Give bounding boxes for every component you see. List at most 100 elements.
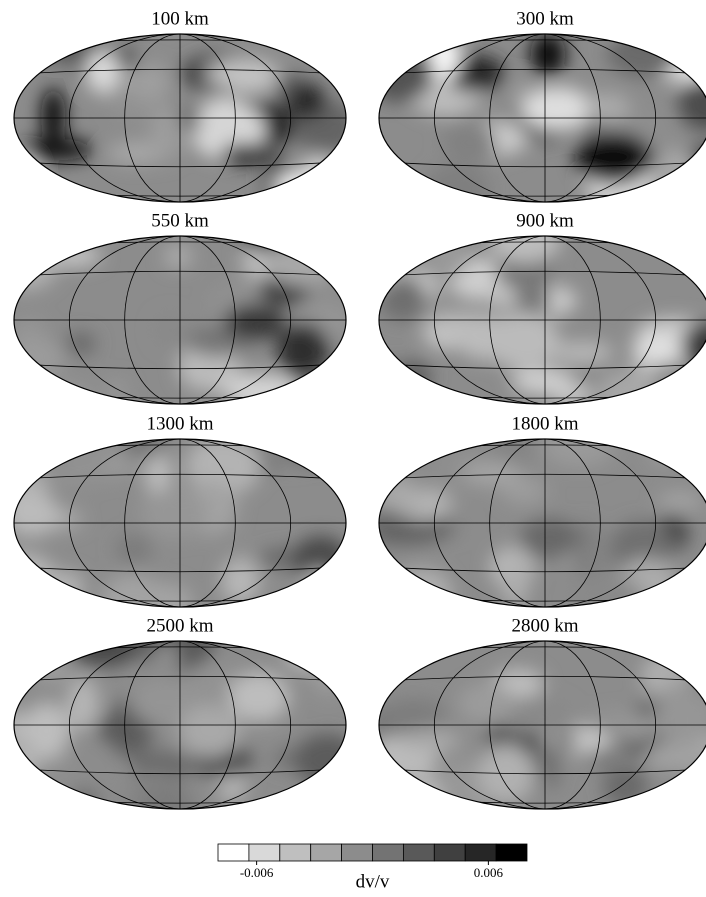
parallel bbox=[14, 768, 346, 775]
panel-title: 1300 km bbox=[146, 413, 213, 434]
map-panel: 2800 km bbox=[378, 615, 706, 810]
anomaly bbox=[606, 34, 682, 78]
colorbar-label: dv/v bbox=[356, 871, 390, 892]
map-field bbox=[14, 34, 346, 202]
anomaly bbox=[252, 439, 329, 467]
anomaly bbox=[575, 132, 653, 184]
anomaly bbox=[379, 698, 447, 730]
anomaly bbox=[276, 322, 329, 378]
colorbar-segment bbox=[248, 843, 281, 862]
anomaly bbox=[530, 34, 566, 77]
anomaly bbox=[14, 155, 39, 202]
parallel bbox=[14, 270, 346, 277]
anomaly bbox=[520, 87, 594, 130]
anomaly bbox=[100, 573, 166, 607]
anomaly bbox=[288, 82, 326, 120]
map-field bbox=[379, 236, 706, 404]
parallel bbox=[379, 161, 706, 168]
map-anomalies bbox=[14, 34, 346, 202]
colorbar-segment bbox=[402, 843, 435, 862]
map-outline bbox=[13, 33, 347, 203]
anomaly bbox=[462, 461, 523, 486]
colorbar-segment bbox=[310, 843, 343, 862]
anomaly bbox=[551, 385, 593, 404]
anomaly bbox=[504, 76, 529, 97]
anomaly bbox=[391, 41, 421, 63]
panel-title: 300 km bbox=[516, 8, 574, 29]
anomaly bbox=[283, 439, 346, 465]
map-outline bbox=[13, 235, 347, 405]
anomaly bbox=[649, 439, 677, 465]
anomaly bbox=[50, 571, 84, 606]
parallel bbox=[14, 675, 346, 682]
map-outline bbox=[378, 640, 706, 810]
colorbar-segment bbox=[341, 843, 373, 862]
anomaly bbox=[41, 87, 66, 145]
panel-title: 900 km bbox=[516, 210, 574, 231]
anomaly bbox=[285, 641, 325, 670]
parallel bbox=[379, 473, 706, 480]
anomaly bbox=[224, 304, 288, 340]
map-outline bbox=[13, 640, 347, 810]
map-outline bbox=[13, 438, 347, 608]
map-panel: 900 km bbox=[378, 210, 706, 405]
anomaly bbox=[179, 704, 242, 758]
map-field bbox=[379, 439, 706, 607]
map-field bbox=[379, 641, 706, 809]
anomaly bbox=[304, 149, 336, 190]
anomaly bbox=[457, 682, 515, 724]
anomaly bbox=[654, 688, 706, 746]
anomaly bbox=[20, 138, 95, 161]
parallel bbox=[14, 161, 346, 168]
anomaly bbox=[140, 488, 208, 539]
anomaly bbox=[379, 275, 428, 321]
anomaly bbox=[379, 362, 404, 393]
parallel bbox=[379, 363, 706, 370]
anomaly bbox=[379, 43, 434, 103]
panel-title: 1800 km bbox=[511, 413, 578, 434]
anomaly bbox=[66, 676, 99, 731]
colorbar-segment bbox=[279, 843, 312, 862]
anomaly bbox=[69, 786, 99, 809]
anomaly bbox=[84, 50, 121, 93]
anomaly bbox=[401, 730, 461, 752]
anomaly bbox=[502, 554, 529, 607]
anomaly bbox=[185, 439, 262, 496]
map-panel: 1800 km bbox=[378, 413, 706, 608]
anomaly bbox=[485, 311, 560, 370]
colorbar-tick-label: 0.006 bbox=[474, 865, 504, 880]
anomaly bbox=[294, 733, 346, 787]
anomaly bbox=[500, 476, 547, 505]
colorbar: -0.006 0.006 dv/v bbox=[217, 843, 528, 892]
anomaly bbox=[310, 175, 346, 202]
anomaly bbox=[68, 641, 139, 667]
parallel bbox=[14, 68, 346, 75]
map-field bbox=[14, 439, 346, 607]
anomaly bbox=[152, 644, 180, 672]
anomaly bbox=[154, 313, 186, 347]
anomaly bbox=[64, 332, 96, 355]
anomaly bbox=[274, 170, 342, 202]
anomaly bbox=[379, 523, 444, 545]
colorbar-segment bbox=[495, 843, 528, 862]
anomaly bbox=[22, 763, 94, 808]
panel-title: 100 km bbox=[151, 8, 209, 29]
anomaly bbox=[14, 34, 69, 49]
parallel bbox=[379, 768, 706, 775]
map-outline bbox=[378, 33, 706, 203]
anomaly bbox=[292, 535, 346, 582]
anomaly bbox=[602, 765, 648, 808]
colorbar-tick-label: -0.006 bbox=[240, 865, 274, 880]
anomaly bbox=[424, 312, 493, 340]
anomaly bbox=[488, 236, 562, 263]
parallel bbox=[14, 566, 346, 573]
map-anomalies bbox=[379, 236, 706, 404]
anomaly bbox=[674, 186, 706, 202]
map-field bbox=[14, 641, 346, 809]
anomaly bbox=[14, 339, 66, 377]
parallel bbox=[379, 270, 706, 277]
map-panel: 1300 km bbox=[13, 413, 347, 608]
anomaly bbox=[390, 568, 453, 607]
parallel bbox=[379, 675, 706, 682]
